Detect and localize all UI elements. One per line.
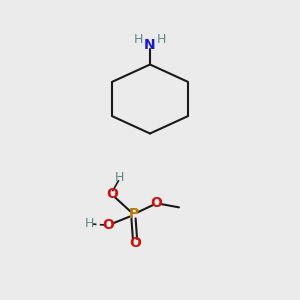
Text: H: H (157, 33, 166, 46)
Text: O: O (106, 187, 118, 201)
Text: H: H (134, 33, 143, 46)
Text: P: P (128, 208, 139, 221)
Text: O: O (103, 218, 115, 232)
Text: H: H (115, 171, 124, 184)
Text: H: H (85, 217, 94, 230)
Text: O: O (151, 196, 162, 210)
Text: N: N (144, 38, 156, 52)
Text: O: O (129, 236, 141, 250)
